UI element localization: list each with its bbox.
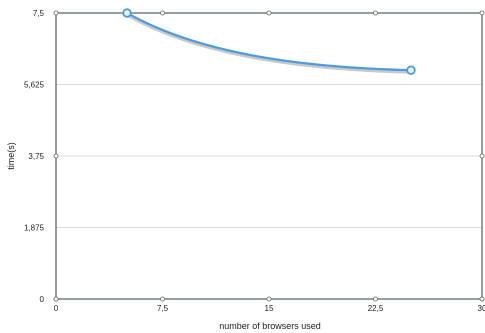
grid-lines xyxy=(56,84,482,228)
plot-frame xyxy=(53,10,485,302)
series-line-shadow xyxy=(126,12,412,74)
data-point xyxy=(122,8,132,18)
y-axis-label: time(s) xyxy=(6,142,16,170)
axis-tick-handle xyxy=(160,296,165,302)
x-tick-label: 0 xyxy=(54,304,59,313)
series-group xyxy=(122,8,416,75)
axis-tick-handle xyxy=(266,10,272,16)
y-tick-label: 0 xyxy=(40,295,45,304)
x-tick-label: 15 xyxy=(265,304,274,313)
axis-tick-handle xyxy=(266,296,272,302)
axis-tick-handle xyxy=(373,296,378,302)
axis-tick-handle xyxy=(53,153,59,159)
axis-tick-handle xyxy=(373,10,378,16)
axis-tick-handle xyxy=(53,10,59,16)
y-tick-labels: 0 1,875 3,75 5,625 7,5 xyxy=(24,9,45,304)
series-line xyxy=(125,11,413,72)
x-tick-label: 30 xyxy=(478,304,485,313)
x-tick-label: 7,5 xyxy=(157,304,169,313)
axis-tick-handle xyxy=(479,153,485,159)
data-point xyxy=(406,65,416,75)
x-axis-label: number of browsers used xyxy=(219,321,321,331)
x-tick-labels: 0 7,5 15 22,5 30 xyxy=(54,304,485,313)
axis-tick-handle xyxy=(53,296,59,302)
y-tick-label: 1,875 xyxy=(24,224,45,233)
axis-tick-handle xyxy=(479,10,485,16)
y-tick-label: 5,625 xyxy=(24,81,45,90)
axis-tick-handle xyxy=(479,296,485,302)
y-tick-label: 7,5 xyxy=(33,9,45,18)
axis-tick-handle xyxy=(160,10,165,16)
x-tick-label: 22,5 xyxy=(368,304,384,313)
y-tick-label: 3,75 xyxy=(28,152,44,161)
